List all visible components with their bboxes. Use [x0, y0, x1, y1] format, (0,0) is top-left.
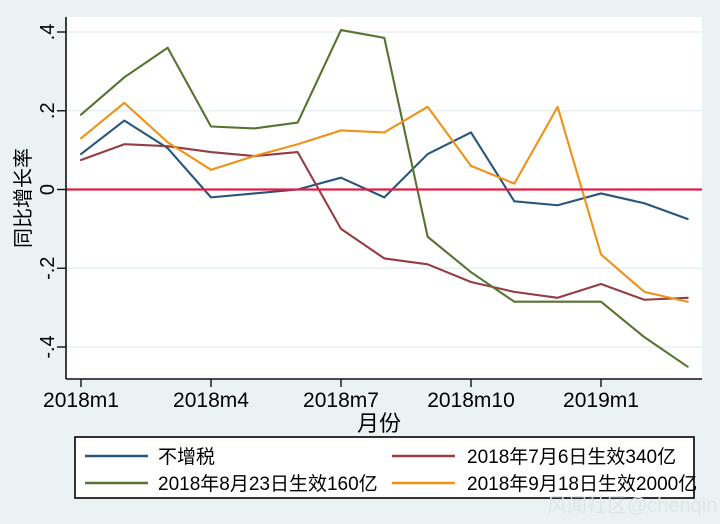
x-axis-title: 月份 [357, 411, 401, 436]
series-line-2 [79, 28, 689, 368]
gridlines [66, 31, 702, 348]
legend-label-2000yi: 2018年9月18日生效2000亿 [467, 473, 697, 495]
series-line-0 [79, 119, 689, 221]
legend-label-no-tax: 不增税 [158, 446, 215, 468]
legend-label-160yi: 2018年8月23日生效160亿 [158, 473, 378, 495]
axes [65, 17, 702, 380]
x-axis-ticks: 2018m1 2018m4 2018m7 2018m10 2019m1 [43, 379, 639, 412]
series-line-1 [79, 143, 689, 301]
legend-box [74, 436, 695, 499]
x-tick-label-2019m1: 2019m1 [563, 389, 639, 412]
series-lines [79, 28, 689, 368]
y-tick-label-0: 0 [37, 184, 59, 195]
x-tick-label-2018m4: 2018m4 [173, 389, 249, 412]
y-axis-ticks: .4 .2 0 -.2 -.4 [37, 24, 66, 359]
x-tick-label-2018m7: 2018m7 [303, 389, 379, 412]
y-tick-label--.2: -.2 [37, 257, 59, 280]
x-tick-label-2018m1: 2018m1 [43, 389, 119, 412]
series-line-3 [79, 101, 689, 303]
y-tick-label-.4: .4 [37, 24, 59, 41]
watermark-text: 风闻社区@chenqin [547, 494, 717, 517]
y-axis-title: 同比增长率 [12, 148, 35, 248]
y-tick-label--.4: -.4 [37, 335, 59, 358]
y-tick-label-.2: .2 [37, 102, 59, 119]
legend: 不增税 2018年7月6日生效340亿 2018年8月23日生效160亿 201… [74, 436, 697, 499]
x-tick-label-2018m10: 2018m10 [427, 389, 515, 412]
legend-label-340yi: 2018年7月6日生效340亿 [467, 446, 676, 468]
